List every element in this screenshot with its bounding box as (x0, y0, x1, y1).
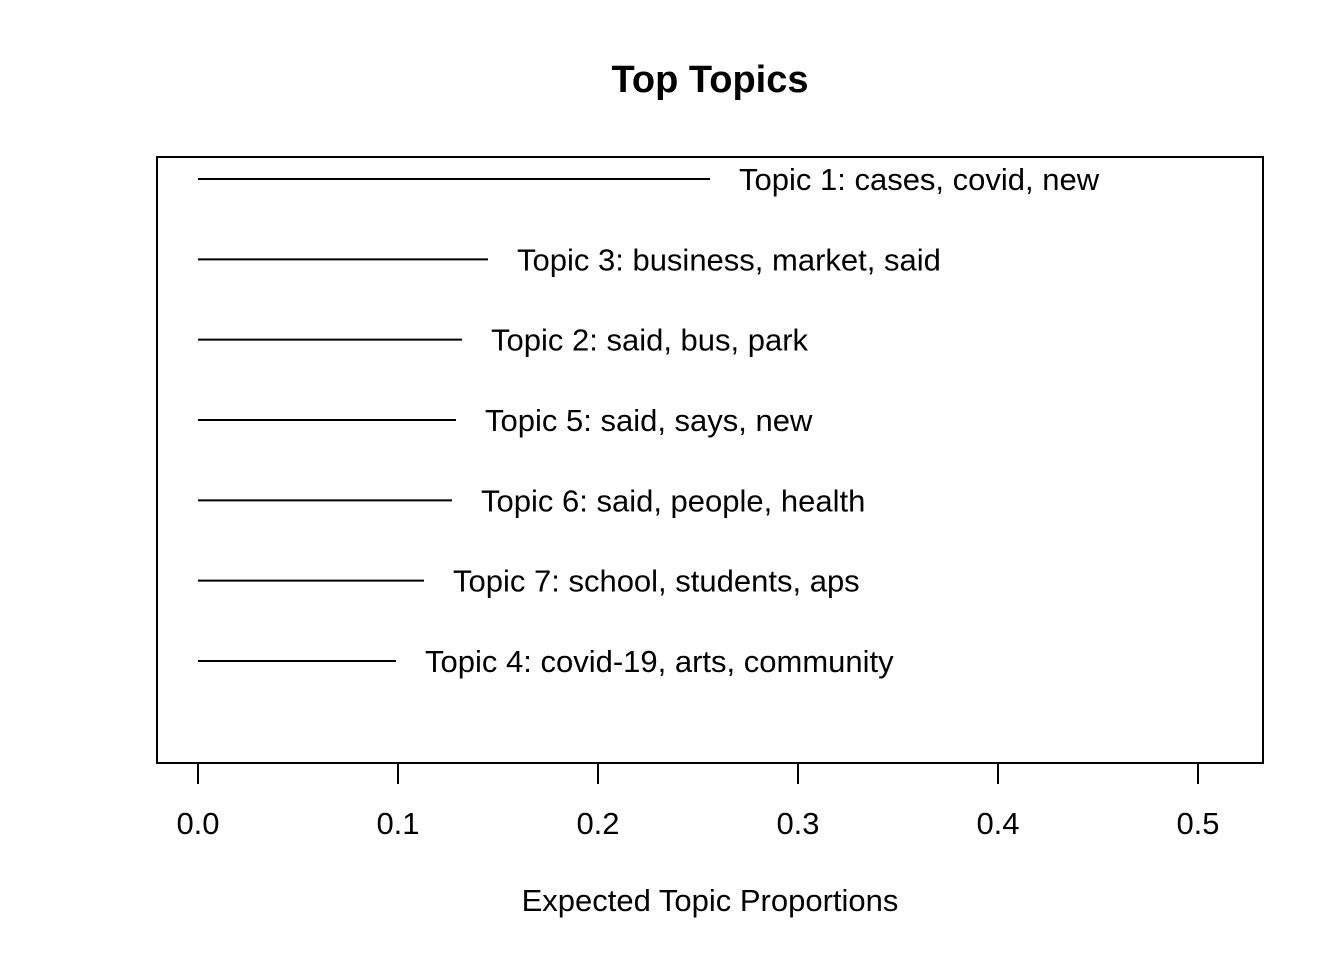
x-tick-label: 0.2 (576, 806, 619, 841)
topic-lines: Topic 1: cases, covid, new Topic 3: busin… (198, 162, 1100, 679)
x-tick-label: 0.0 (176, 806, 219, 841)
x-tick-label: 0.1 (376, 806, 419, 841)
topic-label: Topic 4: covid-19, arts, community (425, 644, 894, 679)
x-axis-label: Expected Topic Proportions (522, 883, 899, 918)
x-tick-label: 0.4 (976, 806, 1019, 841)
x-axis-ticks: 0.0 0.1 0.2 0.3 0.4 0.5 (176, 763, 1220, 841)
topic-label: Topic 3: business, market, said (517, 242, 941, 277)
topic-label: Topic 5: said, says, new (485, 403, 813, 438)
chart-title: Top Topics (611, 59, 808, 101)
topic-label: Topic 2: said, bus, park (491, 323, 809, 358)
x-tick-label: 0.5 (1176, 806, 1219, 841)
topic-label: Topic 6: said, people, health (481, 483, 865, 518)
x-tick-label: 0.3 (776, 806, 819, 841)
topic-label: Topic 1: cases, covid, new (739, 162, 1100, 197)
topic-label: Topic 7: school, students, aps (453, 564, 860, 599)
